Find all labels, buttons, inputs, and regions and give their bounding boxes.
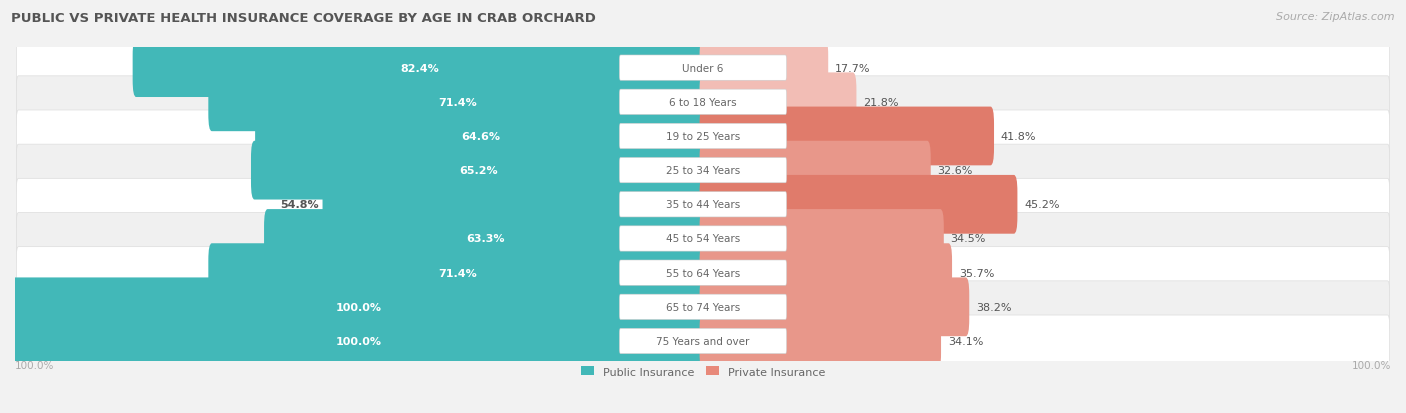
FancyBboxPatch shape xyxy=(620,158,786,183)
Text: 25 to 34 Years: 25 to 34 Years xyxy=(666,166,740,176)
Text: 17.7%: 17.7% xyxy=(835,64,870,74)
FancyBboxPatch shape xyxy=(17,111,1389,163)
FancyBboxPatch shape xyxy=(17,315,1389,367)
FancyBboxPatch shape xyxy=(620,90,786,115)
Text: 34.5%: 34.5% xyxy=(950,234,986,244)
FancyBboxPatch shape xyxy=(264,209,706,268)
Text: 100.0%: 100.0% xyxy=(1351,360,1391,370)
FancyBboxPatch shape xyxy=(620,294,786,320)
FancyBboxPatch shape xyxy=(620,56,786,81)
FancyBboxPatch shape xyxy=(132,39,706,98)
FancyBboxPatch shape xyxy=(700,176,1018,234)
Text: 82.4%: 82.4% xyxy=(401,64,439,74)
Text: 65 to 74 Years: 65 to 74 Years xyxy=(666,302,740,312)
FancyBboxPatch shape xyxy=(11,278,706,337)
Text: 75 Years and over: 75 Years and over xyxy=(657,336,749,346)
Text: 34.1%: 34.1% xyxy=(948,336,983,346)
FancyBboxPatch shape xyxy=(208,73,706,132)
FancyBboxPatch shape xyxy=(700,209,943,268)
Text: 71.4%: 71.4% xyxy=(439,97,477,107)
Text: 21.8%: 21.8% xyxy=(863,97,898,107)
Text: 63.3%: 63.3% xyxy=(465,234,505,244)
FancyBboxPatch shape xyxy=(17,247,1389,299)
FancyBboxPatch shape xyxy=(11,312,706,370)
Text: 45 to 54 Years: 45 to 54 Years xyxy=(666,234,740,244)
FancyBboxPatch shape xyxy=(17,145,1389,197)
Text: 45.2%: 45.2% xyxy=(1025,200,1060,210)
Text: 100.0%: 100.0% xyxy=(336,302,382,312)
Text: 35 to 44 Years: 35 to 44 Years xyxy=(666,200,740,210)
FancyBboxPatch shape xyxy=(700,312,941,370)
Text: 55 to 64 Years: 55 to 64 Years xyxy=(666,268,740,278)
Text: 64.6%: 64.6% xyxy=(461,132,501,142)
Text: 19 to 25 Years: 19 to 25 Years xyxy=(666,132,740,142)
Text: PUBLIC VS PRIVATE HEALTH INSURANCE COVERAGE BY AGE IN CRAB ORCHARD: PUBLIC VS PRIVATE HEALTH INSURANCE COVER… xyxy=(11,12,596,25)
Text: 41.8%: 41.8% xyxy=(1001,132,1036,142)
FancyBboxPatch shape xyxy=(620,329,786,354)
FancyBboxPatch shape xyxy=(700,107,994,166)
FancyBboxPatch shape xyxy=(620,260,786,286)
FancyBboxPatch shape xyxy=(17,179,1389,231)
FancyBboxPatch shape xyxy=(700,244,952,302)
FancyBboxPatch shape xyxy=(700,278,969,337)
FancyBboxPatch shape xyxy=(17,77,1389,128)
FancyBboxPatch shape xyxy=(252,141,706,200)
Text: 65.2%: 65.2% xyxy=(460,166,498,176)
FancyBboxPatch shape xyxy=(700,73,856,132)
Text: 6 to 18 Years: 6 to 18 Years xyxy=(669,97,737,107)
Text: Source: ZipAtlas.com: Source: ZipAtlas.com xyxy=(1277,12,1395,22)
Text: 54.8%: 54.8% xyxy=(280,200,319,210)
Text: 100.0%: 100.0% xyxy=(15,360,55,370)
Text: 35.7%: 35.7% xyxy=(959,268,994,278)
Text: Under 6: Under 6 xyxy=(682,64,724,74)
FancyBboxPatch shape xyxy=(17,281,1389,333)
FancyBboxPatch shape xyxy=(17,213,1389,265)
Legend: Public Insurance, Private Insurance: Public Insurance, Private Insurance xyxy=(576,362,830,381)
FancyBboxPatch shape xyxy=(322,176,706,234)
FancyBboxPatch shape xyxy=(17,43,1389,94)
FancyBboxPatch shape xyxy=(700,141,931,200)
FancyBboxPatch shape xyxy=(208,244,706,302)
FancyBboxPatch shape xyxy=(700,39,828,98)
FancyBboxPatch shape xyxy=(620,192,786,217)
FancyBboxPatch shape xyxy=(620,226,786,252)
Text: 32.6%: 32.6% xyxy=(938,166,973,176)
Text: 71.4%: 71.4% xyxy=(439,268,477,278)
Text: 100.0%: 100.0% xyxy=(336,336,382,346)
FancyBboxPatch shape xyxy=(620,124,786,149)
FancyBboxPatch shape xyxy=(254,107,706,166)
Text: 38.2%: 38.2% xyxy=(976,302,1012,312)
